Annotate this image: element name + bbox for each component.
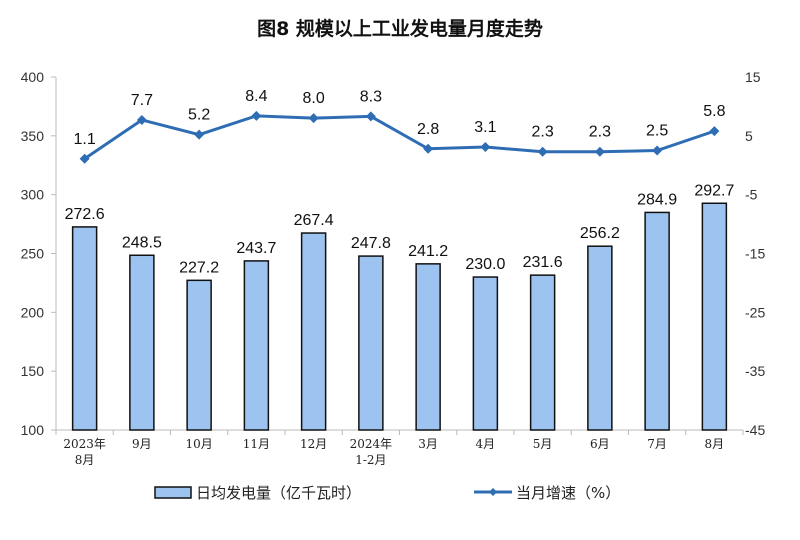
bar-data-label: 272.6 (65, 206, 105, 223)
x-tick-label: 6月 (590, 437, 610, 451)
bar (644, 211, 670, 431)
right-tick-label: 5 (745, 128, 753, 144)
bar-data-label: 284.9 (637, 191, 677, 208)
left-tick-label: 250 (21, 246, 45, 262)
line-data-label: 2.8 (417, 121, 439, 138)
bar (358, 255, 384, 431)
line-data-label: 5.8 (703, 103, 725, 120)
x-tick-label: 2024年 (350, 437, 393, 451)
growth-point (480, 142, 491, 153)
x-tick-label: 8月 (705, 437, 725, 451)
bar (701, 202, 728, 431)
bar (71, 226, 98, 431)
growth-point (365, 111, 376, 122)
growth-point (251, 110, 262, 121)
x-tick-label: 7月 (647, 437, 667, 451)
left-tick-label: 200 (21, 304, 45, 320)
x-tick-label: 11月 (243, 437, 270, 451)
right-tick-label: 15 (745, 69, 761, 85)
x-tick-label: 12月 (300, 437, 327, 451)
bar-data-label: 230.0 (465, 256, 505, 273)
bar-data-label: 292.7 (694, 182, 734, 199)
growth-point (423, 143, 434, 154)
growth-point (709, 126, 720, 137)
bar (129, 254, 155, 431)
line-data-label: 8.3 (360, 88, 382, 105)
right-tick-label: -5 (745, 187, 758, 203)
chart-title: 图8 规模以上工业发电量月度走势 (257, 18, 543, 40)
right-tick-label: -45 (745, 422, 765, 438)
x-tick-label: 1-2月 (355, 453, 386, 467)
right-tick-label: -15 (745, 246, 765, 262)
growth-point (537, 146, 548, 157)
legend-line-marker (489, 488, 497, 496)
bar-data-label: 267.4 (294, 212, 334, 229)
growth-point (652, 145, 663, 156)
x-tick-label: 5月 (533, 437, 553, 451)
bar (243, 260, 270, 431)
left-tick-label: 150 (21, 363, 45, 379)
bar (472, 276, 499, 431)
bar (300, 232, 327, 431)
line-data-label: 2.3 (532, 124, 554, 141)
left-tick-label: 400 (21, 69, 45, 85)
bar-data-label: 248.5 (122, 234, 162, 251)
growth-line (83, 114, 715, 161)
bar-data-label: 231.6 (523, 254, 563, 271)
bar-data-label: 243.7 (236, 240, 276, 257)
legend-bar-label: 日均发电量（亿千瓦时） (196, 484, 361, 502)
legend-line-label: 当月增速（%） (516, 484, 620, 502)
x-tick-label: 10月 (185, 437, 212, 451)
bar (186, 279, 212, 431)
line-data-label: 3.1 (474, 119, 496, 136)
line-data-label: 1.1 (74, 131, 96, 148)
line-data-label: 8.4 (245, 88, 267, 105)
left-tick-label: 100 (21, 422, 45, 438)
x-tick-label: 8月 (75, 453, 95, 467)
growth-point (594, 146, 605, 157)
bar (529, 274, 556, 431)
legend-bar-swatch (154, 486, 192, 499)
x-tick-label: 4月 (476, 437, 496, 451)
x-tick-label: 2023年 (63, 437, 106, 451)
x-tick-label: 3月 (418, 437, 438, 451)
bar-data-label: 256.2 (580, 225, 620, 242)
line-data-label: 2.5 (646, 123, 668, 140)
line-data-label: 2.3 (589, 124, 611, 141)
bar-data-label: 247.8 (351, 235, 391, 252)
bar-data-label: 227.2 (179, 259, 219, 276)
left-tick-label: 300 (21, 187, 45, 203)
growth-point (194, 129, 205, 140)
right-tick-label: -25 (745, 304, 765, 320)
growth-point (79, 153, 90, 164)
bar-data-label: 241.2 (408, 243, 448, 260)
line-data-label: 7.7 (131, 92, 153, 109)
right-tick-label: -35 (745, 363, 765, 379)
line-data-label: 5.2 (188, 107, 210, 124)
growth-point (308, 113, 319, 124)
bar (587, 245, 613, 431)
growth-point (136, 114, 147, 125)
left-tick-label: 350 (21, 128, 45, 144)
line-data-label: 8.0 (303, 90, 325, 107)
x-tick-label: 9月 (132, 437, 152, 451)
bar (415, 263, 441, 431)
